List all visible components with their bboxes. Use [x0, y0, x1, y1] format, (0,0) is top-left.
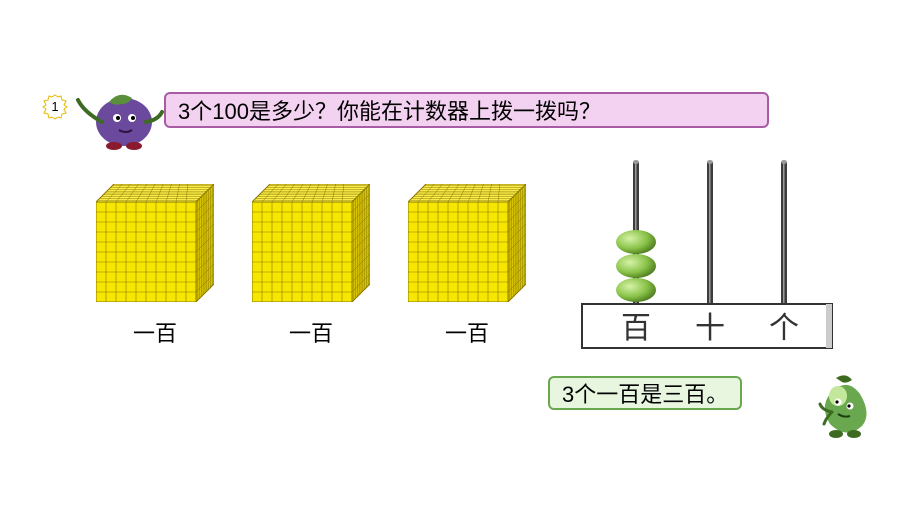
- hundred-cube-label: 一百: [133, 316, 177, 348]
- hundred-cube-block: [96, 184, 214, 302]
- pea-character-icon: [816, 370, 876, 440]
- abacus-bead: [616, 278, 656, 302]
- badge-number-text: 1: [51, 99, 58, 114]
- hundred-cube-label: 一百: [289, 316, 333, 348]
- hundred-cube: 一百: [408, 184, 526, 348]
- hundred-cube: 一百: [252, 184, 370, 348]
- hundred-cube-block: [408, 184, 526, 302]
- question-bubble: 3个100是多少？你能在计数器上拨一拨吗？: [164, 92, 769, 128]
- abacus-column-label: 十: [695, 312, 725, 345]
- lesson-number-badge: 1: [42, 94, 68, 120]
- hundred-cube-label: 一百: [445, 316, 489, 348]
- answer-text: 3个一百是三百。: [562, 377, 728, 409]
- abacus-column-label: 个: [769, 312, 799, 345]
- eggplant-character-icon: [74, 82, 164, 152]
- abacus-bead: [616, 230, 656, 254]
- answer-bubble: 3个一百是三百。: [548, 376, 742, 410]
- hundred-cube: 一百: [96, 184, 214, 348]
- abacus-bead: [616, 254, 656, 278]
- abacus-column-label: 百: [621, 312, 651, 345]
- hundred-cube-block: [252, 184, 370, 302]
- hundred-cubes-row: 一百 一百 一百: [96, 184, 526, 348]
- question-text: 3个100是多少？你能在计数器上拨一拨吗？: [178, 94, 601, 126]
- abacus-counter: 百十个: [576, 158, 838, 352]
